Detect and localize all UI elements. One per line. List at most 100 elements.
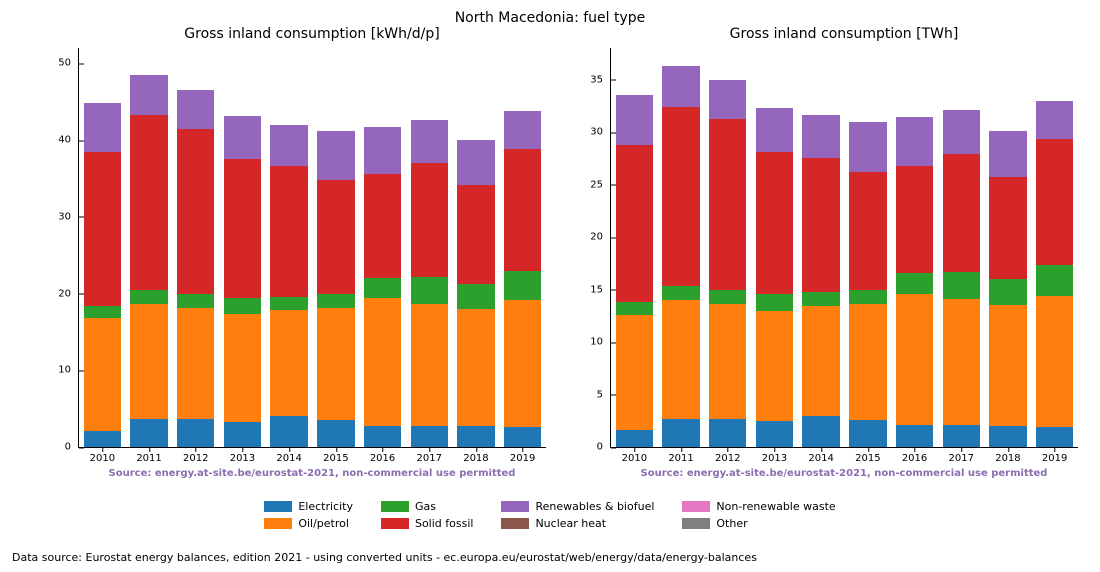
bar-segment-gas: [411, 277, 448, 304]
bar-segment-gas: [1036, 265, 1073, 295]
x-tick-label: 2016: [902, 447, 927, 464]
source-note-right: Source: energy.at-site.be/eurostat-2021,…: [610, 468, 1078, 479]
bar-segment-oil_petrol: [317, 308, 354, 420]
legend-item-gas: Gas: [381, 500, 473, 513]
bar-segment-renewables: [756, 108, 793, 152]
bar-segment-oil_petrol: [504, 300, 541, 427]
bar: [616, 95, 653, 447]
bar-segment-solid_fossil: [709, 119, 746, 289]
bar-segment-solid_fossil: [989, 177, 1026, 279]
bar-segment-renewables: [662, 66, 699, 107]
bar-segment-solid_fossil: [896, 166, 933, 273]
x-tick-label: 2018: [995, 447, 1020, 464]
bar-segment-gas: [270, 297, 307, 311]
bar-segment-gas: [709, 290, 746, 305]
bar-segment-renewables: [177, 90, 214, 128]
y-tick-label: 20: [58, 288, 79, 299]
bar: [989, 131, 1026, 447]
legend-item-electricity: Electricity: [264, 500, 353, 513]
bar-segment-solid_fossil: [317, 180, 354, 294]
bar-segment-renewables: [709, 80, 746, 120]
legend-swatch: [682, 518, 710, 529]
y-tick-label: 0: [65, 442, 79, 453]
bar: [849, 122, 886, 448]
bar: [756, 108, 793, 447]
bar-segment-gas: [177, 294, 214, 308]
bar-segment-gas: [317, 294, 354, 308]
bar-segment-electricity: [224, 422, 261, 447]
bar-segment-oil_petrol: [84, 318, 121, 431]
bar: [84, 102, 121, 447]
bar-segment-solid_fossil: [84, 152, 121, 306]
y-tick-label: 35: [590, 74, 611, 85]
legend-label: Solid fossil: [415, 517, 473, 530]
x-tick-label: 2011: [668, 447, 693, 464]
bar-segment-electricity: [270, 416, 307, 447]
legend-item-oil_petrol: Oil/petrol: [264, 517, 353, 530]
bar-segment-solid_fossil: [943, 154, 980, 272]
x-tick-label: 2011: [136, 447, 161, 464]
bar-segment-solid_fossil: [224, 159, 261, 298]
legend-swatch: [682, 501, 710, 512]
legend-item-other: Other: [682, 517, 835, 530]
legend-swatch: [264, 501, 292, 512]
bar: [802, 115, 839, 447]
bar: [709, 80, 746, 448]
bar-segment-renewables: [317, 131, 354, 180]
bar-segment-gas: [896, 273, 933, 294]
bar: [662, 66, 699, 447]
bar-segment-gas: [84, 306, 121, 318]
bar-segment-electricity: [802, 416, 839, 448]
bar: [130, 75, 167, 447]
y-tick-label: 30: [590, 127, 611, 138]
bar-segment-oil_petrol: [1036, 296, 1073, 427]
bar-segment-oil_petrol: [270, 310, 307, 416]
legend-item-renewables: Renewables & biofuel: [501, 500, 654, 513]
bar-segment-oil_petrol: [177, 308, 214, 419]
subplot-right: Gross inland consumption [TWh] 051015202…: [610, 48, 1078, 448]
bar-segment-electricity: [84, 431, 121, 447]
x-tick-label: 2014: [276, 447, 301, 464]
bar-segment-solid_fossil: [802, 158, 839, 291]
legend: Electricity Oil/petrol Gas Solid fossil Rene…: [0, 500, 1100, 530]
bar-segment-renewables: [364, 127, 401, 174]
bar-segment-gas: [130, 290, 167, 304]
y-tick-label: 0: [597, 442, 611, 453]
bar-segment-electricity: [989, 426, 1026, 447]
bar-segment-renewables: [849, 122, 886, 172]
bar-segment-solid_fossil: [270, 166, 307, 296]
x-tick-label: 2014: [808, 447, 833, 464]
legend-item-solid_fossil: Solid fossil: [381, 517, 473, 530]
bar: [943, 110, 980, 447]
x-tick-label: 2015: [855, 447, 880, 464]
bar: [177, 90, 214, 447]
bar-segment-oil_petrol: [130, 304, 167, 420]
bar-segment-gas: [224, 298, 261, 314]
legend-swatch: [264, 518, 292, 529]
bar-segment-renewables: [802, 115, 839, 158]
bar-segment-renewables: [270, 125, 307, 166]
legend-swatch: [501, 501, 529, 512]
bar-segment-solid_fossil: [662, 107, 699, 287]
bar-segment-gas: [457, 284, 494, 309]
plot-area-left: 0102030405020102011201220132014201520162…: [78, 48, 546, 448]
bar-segment-solid_fossil: [1036, 139, 1073, 265]
plot-area-right: 0510152025303520102011201220132014201520…: [610, 48, 1078, 448]
legend-item-nonren_waste: Non-renewable waste: [682, 500, 835, 513]
bar-segment-renewables: [84, 103, 121, 152]
legend-item-nuclear: Nuclear heat: [501, 517, 654, 530]
bar-segment-oil_petrol: [802, 306, 839, 415]
legend-swatch: [501, 518, 529, 529]
bar-segment-renewables: [989, 131, 1026, 177]
bar-segment-electricity: [616, 430, 653, 447]
bar: [457, 140, 494, 447]
y-tick-label: 25: [590, 179, 611, 190]
bar-segment-oil_petrol: [989, 305, 1026, 426]
bar-segment-electricity: [756, 421, 793, 447]
x-tick-label: 2013: [762, 447, 787, 464]
x-tick-label: 2017: [417, 447, 442, 464]
x-tick-label: 2013: [230, 447, 255, 464]
bar-segment-electricity: [177, 419, 214, 447]
x-tick-label: 2012: [183, 447, 208, 464]
axes-title-right: Gross inland consumption [TWh]: [610, 26, 1078, 42]
